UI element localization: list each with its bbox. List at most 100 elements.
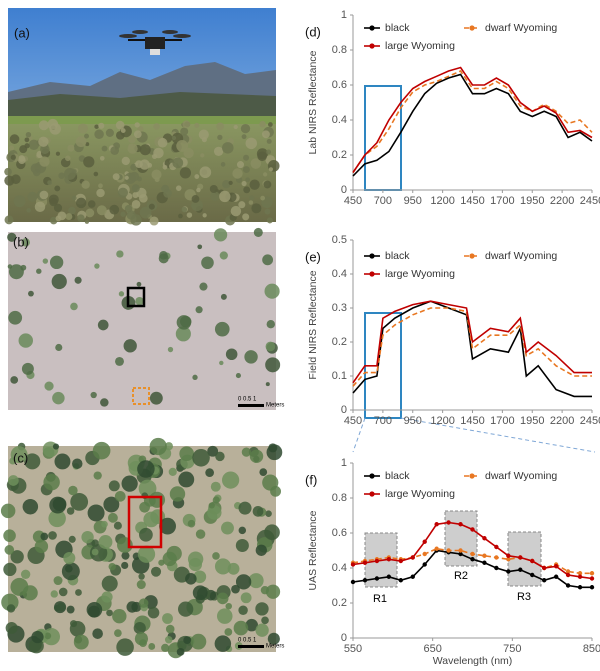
x-tick-label: 750 xyxy=(503,643,521,655)
point xyxy=(578,585,582,589)
legend-marker xyxy=(369,43,374,48)
point xyxy=(446,520,450,524)
y-tick-label: 0.6 xyxy=(332,79,347,91)
panel-label: (b) xyxy=(13,234,29,249)
point xyxy=(351,562,355,566)
region-label: R2 xyxy=(454,570,468,582)
point xyxy=(434,547,438,551)
y-tick-label: 0.4 xyxy=(332,114,347,126)
point xyxy=(399,578,403,582)
x-tick-label: 1200 xyxy=(430,415,454,427)
legend-marker xyxy=(369,473,374,478)
scale-unit: Meters xyxy=(266,644,284,650)
point xyxy=(423,540,427,544)
y-axis-title: Lab NIRS Reflectance xyxy=(307,50,319,154)
point xyxy=(530,573,534,577)
x-tick-label: 450 xyxy=(344,415,362,427)
photo-a: (a) xyxy=(4,8,279,226)
point xyxy=(363,561,367,565)
legend-label: black xyxy=(385,470,410,482)
legend-label: dwarf Wyoming xyxy=(485,470,557,482)
legend-marker xyxy=(369,491,374,496)
point xyxy=(387,557,391,561)
scale-ticks: 0 0.5 1 xyxy=(238,638,257,644)
panel-label: (a) xyxy=(14,25,30,40)
point xyxy=(554,575,558,579)
region-label: R1 xyxy=(373,593,387,605)
scale-ticks: 0 0.5 1 xyxy=(238,397,257,403)
y-tick-label: 0.2 xyxy=(332,597,347,609)
x-tick-label: 1450 xyxy=(460,415,484,427)
x-tick-label: 2200 xyxy=(550,195,574,207)
x-tick-label: 550 xyxy=(344,643,362,655)
figure: (a) (b) 0 0.5 1 Meters (c) 0 0.5 1 Meter… xyxy=(0,0,600,666)
legend-label: large Wyoming xyxy=(385,40,455,52)
y-axis-title: Field NIRS Reflectance xyxy=(307,270,319,379)
x-tick-label: 1950 xyxy=(520,195,544,207)
point xyxy=(482,536,486,540)
point xyxy=(411,575,415,579)
point xyxy=(494,555,498,559)
y-tick-label: 0.5 xyxy=(332,234,347,246)
point xyxy=(494,566,498,570)
series-line xyxy=(353,68,592,173)
y-tick-label: 0.2 xyxy=(332,149,347,161)
x-tick-label: 700 xyxy=(374,195,392,207)
x-axis-title: Wavelength (nm) xyxy=(433,655,513,666)
point xyxy=(542,566,546,570)
point xyxy=(446,548,450,552)
legend-label: black xyxy=(385,250,410,262)
point xyxy=(590,576,594,580)
panel-label: (e) xyxy=(305,249,321,264)
point xyxy=(423,562,427,566)
y-tick-label: 0.8 xyxy=(332,44,347,56)
y-tick-label: 0.2 xyxy=(332,336,347,348)
point xyxy=(566,583,570,587)
point xyxy=(470,557,474,561)
point xyxy=(458,522,462,526)
photo-c: (c) 0 0.5 1 Meters xyxy=(1,438,284,658)
point xyxy=(375,559,379,563)
point xyxy=(470,552,474,556)
legend-label: dwarf Wyoming xyxy=(485,22,557,34)
y-tick-label: 0.8 xyxy=(332,492,347,504)
point xyxy=(530,559,534,563)
y-tick-label: 0.4 xyxy=(332,562,347,574)
point xyxy=(506,569,510,573)
series-line xyxy=(353,75,592,177)
x-tick-label: 2200 xyxy=(550,415,574,427)
x-tick-label: 2450 xyxy=(580,195,600,207)
point xyxy=(590,571,594,575)
panel-label: (f) xyxy=(305,472,317,487)
point xyxy=(351,580,355,584)
legend-marker xyxy=(369,25,374,30)
y-tick-label: 0.6 xyxy=(332,527,347,539)
legend-marker xyxy=(469,25,474,30)
x-tick-label: 1700 xyxy=(490,415,514,427)
legend-label: large Wyoming xyxy=(385,268,455,280)
legend-label: black xyxy=(385,22,410,34)
scale-unit: Meters xyxy=(266,403,284,409)
x-tick-label: 1200 xyxy=(430,195,454,207)
point xyxy=(566,573,570,577)
x-tick-label: 2450 xyxy=(580,415,600,427)
photo-b: (b) 0 0.5 1 Meters xyxy=(7,228,284,410)
point xyxy=(482,554,486,558)
point xyxy=(578,575,582,579)
x-tick-label: 850 xyxy=(583,643,600,655)
y-tick-label: 0.3 xyxy=(332,302,347,314)
x-tick-label: 1700 xyxy=(490,195,514,207)
point xyxy=(470,527,474,531)
series-line xyxy=(353,308,592,386)
legend-marker xyxy=(369,271,374,276)
legend-label: dwarf Wyoming xyxy=(485,250,557,262)
panel-label: (c) xyxy=(13,450,28,465)
point xyxy=(518,568,522,572)
point xyxy=(482,561,486,565)
x-tick-label: 950 xyxy=(404,195,422,207)
legend-label: large Wyoming xyxy=(385,488,455,500)
region-label: R3 xyxy=(517,591,531,603)
y-axis-title: UAS Reflectance xyxy=(307,510,319,590)
